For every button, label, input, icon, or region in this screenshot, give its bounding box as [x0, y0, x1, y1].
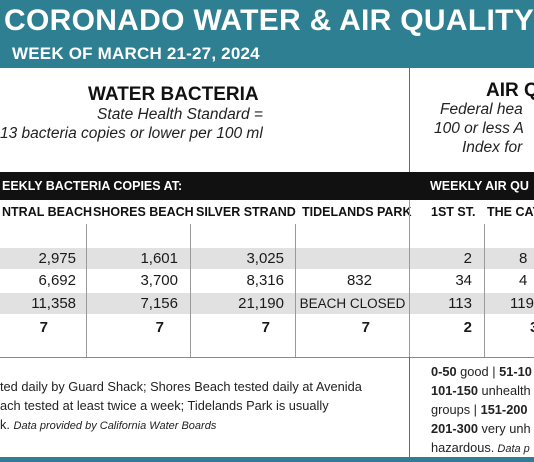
- aqi-credit: Data p: [494, 443, 530, 455]
- air-cell: 2: [463, 250, 472, 267]
- aqi-label: unhealth: [477, 383, 531, 398]
- water-cell: 21,190: [238, 295, 284, 312]
- aqi-range-good: 0-50: [431, 364, 457, 379]
- water-note-line3: k. Data provided by California Water Boa…: [0, 415, 216, 436]
- water-cell: 1,601: [140, 250, 178, 267]
- header-banner: CORONADO WATER & AIR QUALITY R WEEK OF M…: [0, 0, 534, 68]
- page-subtitle: WEEK OF MARCH 21-27, 2024: [12, 44, 260, 63]
- bottom-strip: [0, 457, 534, 462]
- water-note-credit: Data provided by California Water Boards: [13, 420, 217, 432]
- column-header-the-cay: THE CAY: [487, 205, 534, 219]
- water-note-line1: ted daily by Guard Shack; Shores Beach t…: [0, 379, 362, 394]
- water-count: 7: [155, 319, 164, 336]
- table-category-bar: EEKLY BACTERIA COPIES AT: WEEKLY AIR QU: [0, 172, 534, 200]
- section-divider: [409, 68, 410, 172]
- aqi-legend-line5: hazardous. Data p: [431, 438, 530, 459]
- page-title: CORONADO WATER & AIR QUALITY R: [4, 4, 534, 37]
- water-cell: BEACH CLOSED: [299, 296, 406, 311]
- water-cell: 6,692: [38, 272, 76, 289]
- aqi-range: 201-300: [431, 421, 478, 436]
- column-divider: [190, 224, 191, 357]
- column-header-1st-st: 1ST ST.: [431, 205, 476, 219]
- column-divider: [484, 224, 485, 357]
- aqi-legend-line2: 101-150 unhealth: [431, 381, 531, 400]
- water-bar-label: EEKLY BACTERIA COPIES AT:: [2, 179, 183, 193]
- column-header-silver-strand: SILVER STRAND: [196, 205, 296, 219]
- air-bar-label: WEEKLY AIR QU: [430, 179, 529, 193]
- water-cell: 11,358: [31, 295, 76, 312]
- water-cell: 3,025: [246, 250, 284, 267]
- column-header-tidelands-park: TIDELANDS PARK: [302, 205, 412, 219]
- table-bottom-rule: [0, 357, 534, 358]
- aqi-label: very unh: [477, 421, 531, 436]
- water-cell: 832: [346, 272, 372, 289]
- water-count: 7: [261, 319, 270, 336]
- air-cell: 4: [519, 272, 528, 289]
- aqi-legend-line1: 0-50 good | 51-10: [431, 362, 532, 381]
- water-standard-line2: 13 bacteria copies or lower per 100 ml: [0, 125, 263, 142]
- aqi-range: 151-200: [480, 402, 528, 417]
- water-standard-line1: State Health Standard =: [97, 106, 263, 123]
- column-header-shores-beach: SHORES BEACH: [93, 205, 194, 219]
- table-row: [0, 248, 534, 269]
- air-cell: 113: [448, 295, 472, 312]
- water-cell: 2,975: [38, 250, 76, 267]
- aqi-range: 101-150: [431, 383, 478, 398]
- column-header-central-beach: NTRAL BEACH: [2, 205, 93, 219]
- air-cell: 119: [510, 295, 534, 312]
- aqi-legend-line3: groups | 151-200: [431, 400, 528, 419]
- notes-divider: [409, 357, 410, 457]
- table-row: [0, 293, 534, 314]
- water-note-line2: ach tested at least twice a week; Tidela…: [0, 398, 329, 413]
- water-cell: 3,700: [140, 272, 178, 289]
- aqi-legend-line4: 201-300 very unh: [431, 419, 531, 438]
- air-standard-line3: Index for: [462, 139, 523, 156]
- aqi-label: groups |: [431, 402, 481, 417]
- water-count: 7: [361, 319, 370, 336]
- aqi-range: 51-10: [499, 364, 532, 379]
- column-divider: [295, 224, 296, 357]
- column-divider: [409, 200, 410, 357]
- air-standard-line1: Federal hea: [440, 101, 523, 118]
- air-standard-line2: 100 or less A: [434, 120, 524, 137]
- air-cell: 8: [519, 250, 528, 267]
- air-count: 3: [485, 319, 534, 336]
- water-cell: 7,156: [140, 295, 178, 312]
- air-cell: 34: [455, 272, 472, 289]
- aqi-label: hazardous.: [431, 440, 495, 455]
- air-section-title: AIR Q: [486, 80, 534, 101]
- air-count: 2: [463, 319, 472, 336]
- water-cell: 8,316: [246, 272, 284, 289]
- water-section-title: WATER BACTERIA: [88, 84, 259, 105]
- water-count: 7: [39, 319, 48, 336]
- water-note-line3-lead: k.: [0, 417, 10, 432]
- aqi-label: good |: [456, 364, 500, 379]
- column-divider: [86, 224, 87, 357]
